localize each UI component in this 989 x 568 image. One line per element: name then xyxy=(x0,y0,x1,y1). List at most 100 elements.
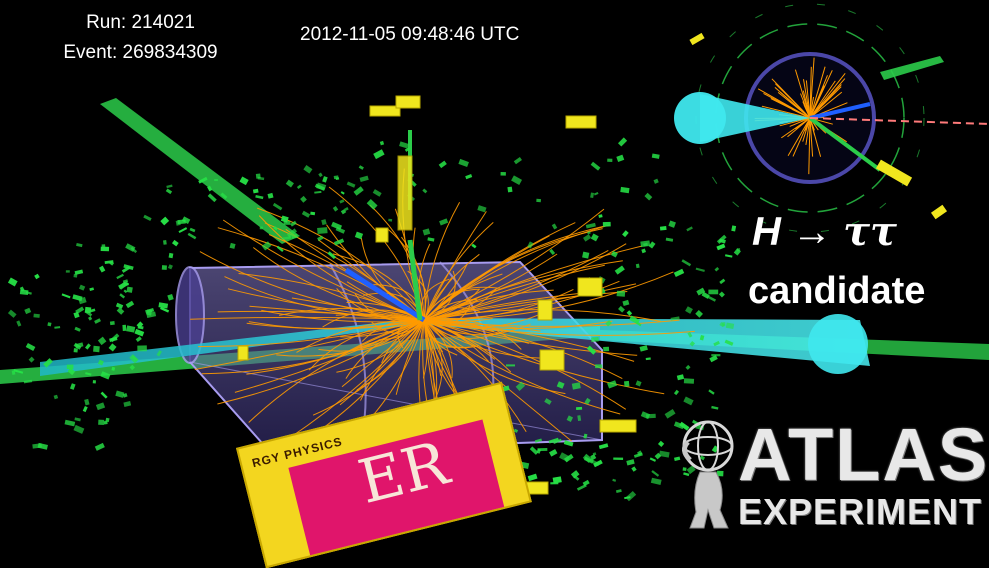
calorimeter-hit xyxy=(126,325,136,333)
calorimeter-hit xyxy=(582,453,593,464)
calorimeter-hit xyxy=(137,345,147,352)
calorimeter-hit xyxy=(583,234,592,242)
calorimeter-hit xyxy=(160,216,170,226)
calorimeter-hit xyxy=(404,146,411,152)
calorimeter-hit xyxy=(590,454,597,461)
calorimeter-hit xyxy=(651,470,660,477)
calorimeter-hit xyxy=(427,237,435,242)
calorimeter-hit xyxy=(317,227,328,234)
track xyxy=(423,319,627,410)
calorimeter-hit xyxy=(659,226,667,231)
calorimeter-hit xyxy=(716,234,727,244)
track xyxy=(423,260,623,321)
calorimeter-hit xyxy=(465,174,473,180)
calorimeter-hit xyxy=(207,193,217,203)
calorimeter-hit xyxy=(388,218,393,222)
track xyxy=(360,319,425,401)
calorimeter-hit xyxy=(649,457,657,462)
calorimeter-hit xyxy=(261,241,272,251)
calorimeter-hit xyxy=(353,186,364,196)
inset-track xyxy=(761,105,811,119)
calorimeter-hit xyxy=(626,310,633,316)
calorimeter-hit xyxy=(549,248,556,256)
track xyxy=(339,319,425,406)
track xyxy=(258,215,425,321)
inset-track xyxy=(804,117,811,131)
calorimeter-hit xyxy=(641,248,647,254)
track xyxy=(423,253,480,321)
track xyxy=(423,249,609,321)
track xyxy=(198,319,425,348)
track xyxy=(423,319,444,353)
calorimeter-hit xyxy=(167,293,174,301)
calorimeter-hit xyxy=(165,188,173,195)
higgs-symbol: H xyxy=(752,210,781,254)
calorimeter-hit xyxy=(198,176,208,184)
calorimeter-hit xyxy=(119,293,126,299)
calorimeter-hit xyxy=(534,438,542,443)
calorimeter-hit xyxy=(66,364,74,369)
calorimeter-hit xyxy=(214,179,218,181)
calorimeter-hit xyxy=(94,318,101,324)
calorimeter-hit xyxy=(11,370,16,375)
calorimeter-hit xyxy=(300,195,307,203)
calorimeter-hit xyxy=(28,356,35,363)
calorimeter-hit xyxy=(332,205,339,212)
inset-track xyxy=(794,69,811,119)
inset-track xyxy=(774,83,811,119)
calorimeter-hit xyxy=(708,289,719,295)
calorimeter-hit xyxy=(290,220,297,227)
calorimeter-hit xyxy=(639,345,648,352)
calorimeter-hit xyxy=(506,364,515,367)
calorimeter-hit xyxy=(178,227,188,234)
track xyxy=(423,319,621,415)
calorimeter-hit xyxy=(668,220,676,228)
track xyxy=(234,319,425,393)
calorimeter-hit xyxy=(239,176,249,186)
calorimeter-hit xyxy=(399,141,409,149)
calorimeter-hit xyxy=(650,477,662,485)
calorimeter-hit xyxy=(544,398,552,405)
atlas-logo-subtitle: EXPERIMENT xyxy=(738,491,983,532)
calorimeter-hit xyxy=(100,391,108,399)
calorimeter-hit xyxy=(74,326,81,332)
calorimeter-hit xyxy=(527,473,538,482)
tau-jet-cone-main xyxy=(40,318,870,376)
calorimeter-hit xyxy=(587,230,591,235)
calorimeter-hit xyxy=(657,440,665,447)
calorimeter-hit xyxy=(33,313,40,318)
track xyxy=(423,319,512,373)
track xyxy=(252,247,425,321)
calorimeter-hit xyxy=(458,158,469,168)
calorimeter-hit xyxy=(116,307,125,315)
calorimeter-hit xyxy=(640,240,651,248)
calorimeter-hit xyxy=(344,207,349,212)
calorimeter-hit xyxy=(73,273,78,278)
calorimeter-hit xyxy=(605,320,612,327)
track xyxy=(423,317,522,350)
calorimeter-hit xyxy=(513,156,522,165)
calorimeter-hit xyxy=(681,259,692,267)
calorimeter-hit xyxy=(718,291,725,298)
calorimeter-hit xyxy=(552,476,562,484)
calorimeter-hit xyxy=(291,233,298,240)
calorimeter-hit xyxy=(34,273,40,280)
calorimeter-hit xyxy=(285,179,294,188)
calorimeter-hit xyxy=(635,263,640,269)
calorimeter-hit xyxy=(631,466,637,472)
calorimeter-hit xyxy=(585,222,596,229)
calorimeter-hit xyxy=(73,348,78,353)
calorimeter-hit xyxy=(571,382,581,390)
calorimeter-hit xyxy=(115,390,125,398)
calorimeter-hit xyxy=(471,243,477,249)
track xyxy=(423,222,576,321)
calorimeter-hit xyxy=(163,240,167,245)
calorimeter-hit xyxy=(598,214,603,218)
calorimeter-hit xyxy=(122,324,127,331)
calorimeter-hit xyxy=(89,287,95,292)
track xyxy=(423,243,627,321)
calorimeter-hit xyxy=(618,137,628,147)
run-number: Run: 214021 xyxy=(86,12,195,33)
track xyxy=(373,284,425,321)
calorimeter-hit xyxy=(135,336,142,343)
